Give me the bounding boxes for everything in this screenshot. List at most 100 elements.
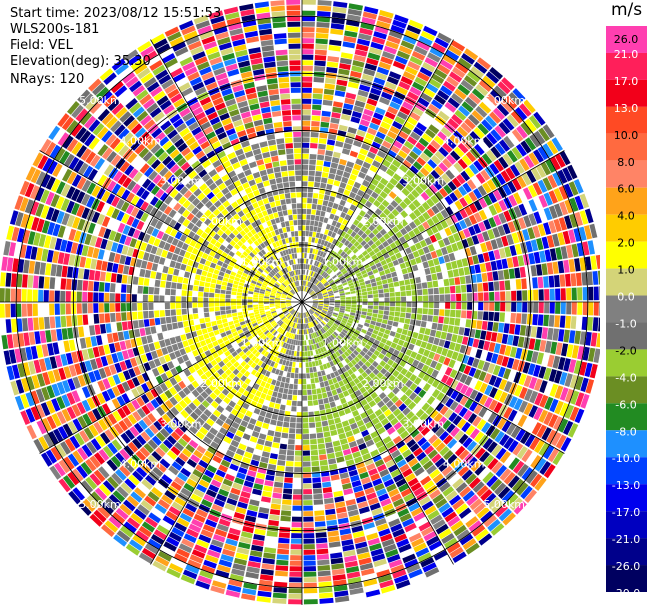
velocity-gate — [541, 263, 548, 276]
velocity-gate — [94, 324, 101, 335]
velocity-gate — [303, 555, 316, 561]
velocity-gate — [360, 399, 368, 407]
velocity-gate — [488, 281, 494, 291]
velocity-gate — [345, 324, 351, 329]
velocity-gate — [123, 521, 137, 534]
velocity-gate — [464, 48, 479, 61]
velocity-gate — [503, 269, 510, 280]
velocity-gate — [237, 329, 244, 335]
velocity-gate — [447, 118, 459, 130]
velocity-gate — [83, 427, 95, 440]
velocity-gate — [334, 296, 340, 299]
velocity-gate — [445, 169, 455, 180]
velocity-gate — [407, 401, 417, 410]
velocity-gate — [307, 395, 313, 401]
velocity-gate — [294, 450, 302, 456]
velocity-gate — [35, 388, 45, 403]
velocity-gate — [356, 129, 366, 137]
velocity-gate — [264, 292, 270, 296]
velocity-gate — [353, 377, 360, 385]
velocity-gate — [201, 474, 212, 484]
velocity-gate — [265, 290, 271, 294]
velocity-gate — [195, 385, 204, 394]
velocity-gate — [482, 252, 490, 262]
velocity-gate — [315, 311, 320, 315]
velocity-gate — [284, 288, 290, 293]
velocity-gate — [201, 252, 209, 260]
velocity-gate — [182, 314, 188, 321]
velocity-gate — [342, 344, 349, 351]
velocity-gate — [312, 193, 319, 199]
velocity-gate — [111, 196, 120, 207]
velocity-gate — [291, 316, 295, 322]
velocity-gate — [181, 290, 187, 296]
velocity-gate — [345, 498, 356, 506]
velocity-gate — [490, 146, 502, 159]
velocity-gate — [429, 489, 441, 500]
velocity-gate — [285, 360, 290, 367]
velocity-gate — [76, 291, 82, 302]
velocity-gate — [290, 549, 302, 555]
velocity-gate — [212, 534, 226, 543]
velocity-gate — [286, 296, 292, 299]
velocity-gate — [431, 205, 440, 215]
velocity-gate — [277, 375, 282, 382]
velocity-gate — [225, 361, 233, 368]
velocity-gate — [500, 99, 514, 113]
velocity-gate — [438, 162, 449, 173]
velocity-gate — [340, 211, 347, 219]
velocity-gate — [233, 435, 242, 443]
velocity-gate — [408, 365, 416, 373]
velocity-gate — [373, 112, 384, 121]
velocity-gate — [443, 278, 450, 287]
velocity-gate — [387, 261, 394, 268]
velocity-gate — [380, 177, 389, 186]
velocity-gate — [330, 557, 344, 565]
velocity-gate — [273, 487, 283, 494]
velocity-gate — [323, 304, 329, 307]
velocity-gate — [563, 259, 570, 273]
velocity-gate — [41, 220, 50, 234]
velocity-gate — [245, 410, 253, 418]
velocity-gate — [263, 357, 269, 364]
velocity-gate — [194, 255, 202, 263]
velocity-gate — [35, 404, 46, 419]
velocity-gate — [435, 362, 443, 371]
velocity-gate — [412, 199, 421, 208]
velocity-gate — [542, 177, 553, 191]
velocity-gate — [344, 137, 354, 145]
velocity-gate — [357, 360, 364, 367]
velocity-gate — [520, 122, 533, 136]
velocity-gate — [494, 389, 503, 401]
velocity-gate — [263, 280, 269, 285]
velocity-gate — [21, 289, 27, 302]
velocity-gate — [356, 244, 363, 250]
velocity-gate — [326, 313, 332, 317]
velocity-gate — [434, 457, 446, 468]
velocity-gate — [274, 431, 282, 438]
velocity-gate — [379, 327, 386, 333]
velocity-gate — [289, 577, 302, 583]
velocity-gate — [336, 375, 342, 382]
velocity-gate — [332, 288, 339, 292]
velocity-gate — [107, 476, 119, 489]
velocity-gate — [188, 402, 197, 411]
velocity-gate — [77, 447, 89, 461]
velocity-gate — [311, 209, 316, 215]
velocity-gate — [424, 237, 432, 246]
velocity-gate — [379, 579, 394, 589]
velocity-gate — [408, 343, 415, 351]
velocity-gate — [322, 481, 332, 488]
velocity-gate — [289, 315, 293, 320]
velocity-gate — [483, 292, 489, 301]
velocity-gate — [420, 191, 430, 201]
velocity-gate — [302, 329, 304, 335]
velocity-gate — [329, 296, 335, 299]
velocity-gate — [52, 251, 60, 264]
velocity-gate — [456, 335, 464, 344]
velocity-gate — [482, 471, 494, 484]
velocity-gate — [347, 209, 354, 216]
velocity-gate — [138, 319, 145, 328]
velocity-gate — [473, 200, 483, 211]
velocity-gate — [265, 339, 271, 345]
